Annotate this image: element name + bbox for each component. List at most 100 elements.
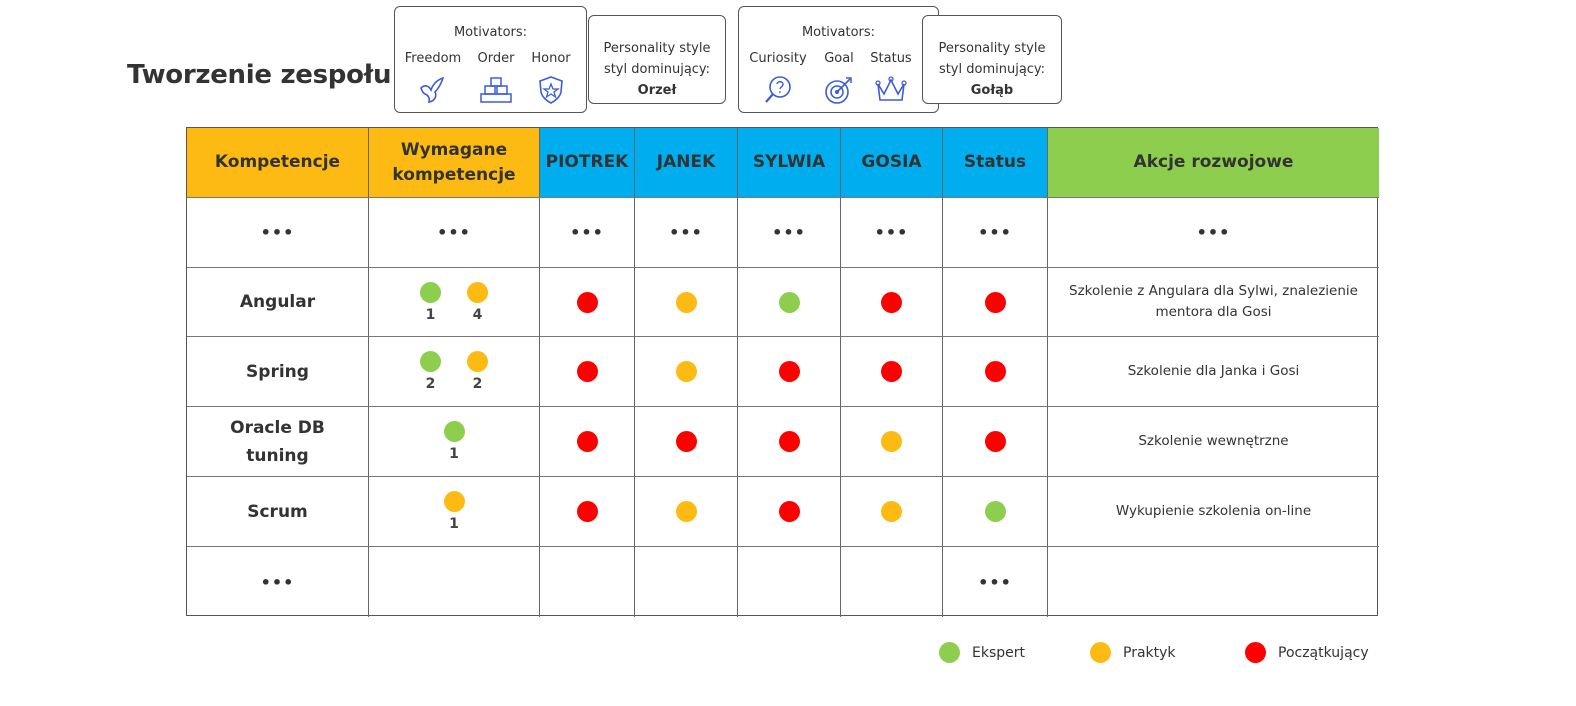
action-cell: Szkolenie wewnętrzne bbox=[1048, 407, 1379, 477]
status-cell bbox=[943, 337, 1048, 407]
required-count: 4 bbox=[472, 306, 483, 323]
header-label: GOSIA bbox=[861, 152, 922, 172]
expert-dot bbox=[778, 291, 800, 313]
skill-label: Scrum bbox=[247, 501, 308, 522]
trailing-cell bbox=[738, 547, 841, 617]
action-text: Szkolenie z Angulara dla Sylwi, znalezie… bbox=[1069, 283, 1358, 320]
header-kompetencje: Kompetencje bbox=[187, 128, 369, 198]
practitioner-dot bbox=[675, 501, 697, 522]
person-level-cell bbox=[540, 268, 635, 337]
action-cell: Szkolenie dla Janka i Gosi bbox=[1048, 337, 1379, 407]
motivators-callout-gosia: Motivators: Curiosity Goal Status bbox=[738, 6, 939, 113]
person-level-cell bbox=[635, 268, 738, 337]
status-cell bbox=[943, 268, 1048, 337]
person-level-cell bbox=[841, 407, 943, 477]
person-level-cell bbox=[738, 268, 841, 337]
legend-item-expert: Ekspert bbox=[939, 642, 1025, 663]
motivator-order: Order bbox=[464, 51, 528, 106]
header-label: Akcje rozwojowe bbox=[1133, 152, 1294, 172]
person-level-cell bbox=[841, 337, 943, 407]
ellipsis: ••• bbox=[874, 223, 909, 242]
header-sylwia: SYLWIA bbox=[738, 128, 841, 198]
shield-star-icon bbox=[539, 76, 563, 104]
legend-label: Ekspert bbox=[972, 644, 1025, 661]
ellipsis: ••• bbox=[978, 223, 1012, 242]
person-level-cell bbox=[841, 477, 943, 547]
skill-cell: Scrum bbox=[187, 477, 369, 547]
trailing-cell bbox=[540, 547, 635, 617]
target-icon bbox=[825, 77, 852, 104]
personality-line1: Personality style bbox=[938, 41, 1046, 56]
page-title: Tworzenie zespołu bbox=[127, 60, 392, 90]
required-item: 2 bbox=[467, 351, 488, 392]
competency-table: Kompetencje Wymagane kompetencje PIOTREK JAN… bbox=[186, 127, 1379, 617]
status-beginner-dot bbox=[984, 431, 1006, 452]
header-wymagane-kompetencje: Wymagane kompetencje bbox=[369, 128, 540, 198]
skill-cell: Angular bbox=[187, 268, 369, 337]
motivator-label: Curiosity bbox=[749, 51, 807, 66]
skill-label: Spring bbox=[246, 361, 309, 382]
header-akcje-rozwojowe: Akcje rozwojowe bbox=[1048, 128, 1379, 198]
header-label: SYLWIA bbox=[752, 152, 826, 172]
header-label: JANEK bbox=[656, 152, 716, 172]
motivators-title: Motivators: bbox=[453, 25, 528, 40]
motivator-curiosity: Curiosity bbox=[746, 51, 810, 106]
bird-icon bbox=[420, 76, 445, 103]
header-piotrek: PIOTREK bbox=[540, 128, 635, 198]
motivators-callout-piotrek: Motivators: Freedom Order Honor bbox=[394, 6, 587, 113]
legend-item-beginner: Początkujący bbox=[1245, 642, 1369, 663]
personality-line1: Personality style bbox=[603, 41, 711, 56]
expert-dot bbox=[443, 421, 465, 442]
action-text: Szkolenie dla Janka i Gosi bbox=[1127, 363, 1300, 379]
skill-label: tuning bbox=[246, 445, 309, 466]
motivator-status: Status bbox=[859, 51, 923, 106]
required-item: 1 bbox=[420, 281, 441, 323]
skill-cell: Oracle DB tuning bbox=[187, 407, 369, 477]
motivator-label: Status bbox=[870, 51, 912, 66]
person-level-cell bbox=[841, 268, 943, 337]
action-text: Wykupienie szkolenia on-line bbox=[1115, 503, 1312, 519]
status-cell bbox=[943, 477, 1048, 547]
beginner-dot bbox=[881, 291, 902, 313]
required-count: 1 bbox=[425, 306, 436, 323]
person-level-cell bbox=[540, 407, 635, 477]
ellipsis-cell: ••• bbox=[943, 198, 1048, 268]
legend-item-practitioner: Praktyk bbox=[1090, 642, 1176, 663]
beginner-dot bbox=[778, 431, 800, 452]
motivators-title: Motivators: bbox=[801, 25, 876, 40]
status-expert-dot bbox=[984, 501, 1006, 522]
person-level-cell bbox=[738, 477, 841, 547]
person-level-cell bbox=[738, 407, 841, 477]
expert-legend-dot bbox=[939, 642, 960, 663]
beginner-dot bbox=[576, 291, 598, 313]
personality-line2: styl dominujący: bbox=[938, 62, 1046, 77]
person-level-cell bbox=[540, 477, 635, 547]
required-item: 1 bbox=[443, 491, 465, 532]
header-line: Wymagane bbox=[400, 139, 508, 160]
ellipsis-cell: ••• bbox=[635, 198, 738, 268]
person-level-cell bbox=[635, 337, 738, 407]
practitioner-dot bbox=[881, 501, 902, 522]
trailing-cell bbox=[369, 547, 540, 617]
required-count: 1 bbox=[449, 446, 459, 462]
personality-callout-golab: Personality style styl dominujący: Gołąb bbox=[922, 15, 1062, 104]
beginner-legend-dot bbox=[1245, 642, 1266, 663]
personality-callout-orzel: Personality style styl dominujący: Orzeł bbox=[588, 15, 726, 104]
motivator-label: Honor bbox=[531, 51, 571, 66]
crown-icon bbox=[875, 76, 907, 101]
personality-line2: styl dominujący: bbox=[603, 62, 711, 77]
legend-label: Praktyk bbox=[1123, 644, 1176, 661]
status-cell bbox=[943, 407, 1048, 477]
required-item: 2 bbox=[420, 351, 441, 392]
required-count: 2 bbox=[472, 376, 483, 392]
action-cell: Szkolenie z Angulara dla Sylwi, znalezie… bbox=[1048, 268, 1379, 337]
ellipsis: ••• bbox=[437, 223, 471, 242]
header-line: kompetencje bbox=[392, 164, 516, 185]
trailing-cell: ••• bbox=[187, 547, 369, 617]
ellipsis: ••• bbox=[978, 572, 1012, 592]
required-item: 1 bbox=[443, 421, 465, 462]
beginner-dot bbox=[778, 501, 800, 522]
required-count: 2 bbox=[425, 376, 436, 392]
header-janek: JANEK bbox=[635, 128, 738, 198]
